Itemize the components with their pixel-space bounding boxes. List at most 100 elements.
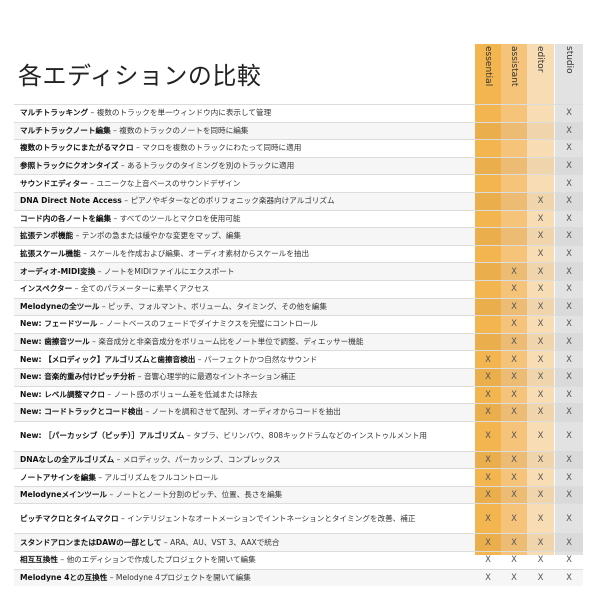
table-row: ノートアサインを編集 – アルゴリズムをフルコントロール X X X X [14, 468, 583, 486]
feature-text: Melodyneメインツール – ノートとノート分割のピッチ、位置、長さを編集 [14, 490, 469, 500]
table-row: ピッチマクロとタイムマクロ – インテリジェントなオートメーションでイントネーシ… [14, 503, 583, 533]
feature-text: New: 【メロディック】アルゴリズムと歯擦音検出 – パーフェクトかつ自然なサ… [14, 355, 469, 365]
cell-editor [527, 105, 554, 122]
column-band-editor [527, 44, 554, 555]
feature-name: 相互互換性 [20, 555, 58, 565]
feature-name: コード内の各ノートを編集 [20, 213, 112, 223]
feature-description: – ノートをMIDIファイルにエクスポート [95, 266, 235, 276]
cell-studio: X [566, 161, 572, 172]
cell-assistant: X [511, 319, 517, 330]
feature-text: オーディオ-MIDI変換 – ノートをMIDIファイルにエクスポート [14, 267, 469, 277]
cell-studio: X [566, 490, 572, 501]
feature-name: マルチトラッキング [20, 108, 89, 118]
table-row: Melodyne 4との互換性 – Melodyne 4プロジェクトを開いて編集… [14, 568, 583, 587]
cell-essential [475, 263, 501, 280]
cell-editor: X [537, 354, 544, 365]
cell-studio: X [566, 196, 572, 207]
table-row: サウンドエディター – ユニークな上音ベースのサウンドデザイン X [14, 174, 583, 192]
cell-editor: X [537, 266, 544, 277]
cell-editor: X [537, 407, 544, 418]
cell-studio: X [566, 454, 572, 465]
feature-name: サウンドエディター [20, 178, 88, 188]
page-title: 各エディションの比較 [18, 62, 262, 90]
table-row: 参照トラックにクオンタイズ – あるトラックのタイミングを別のトラックに適用 X [14, 156, 583, 175]
cell-studio: X [566, 178, 572, 189]
cell-studio: X [566, 513, 572, 524]
cell-assistant [501, 211, 527, 228]
table-row: マルチトラックノート編集 – 複数のトラックのノートを同時に編集 X [14, 121, 583, 140]
feature-name: DNA Direct Note Access [20, 196, 122, 206]
feature-description: – ARA、AU、VST 3、AAXで統合 [161, 537, 280, 547]
cell-editor [527, 175, 554, 192]
cell-editor: X [537, 454, 544, 465]
cell-assistant [501, 246, 527, 263]
cell-essential [475, 211, 501, 228]
cell-essential [475, 123, 501, 140]
cell-essential [475, 299, 501, 316]
feature-name: 拡張スケール機能 [20, 249, 81, 259]
cell-essential [475, 228, 501, 245]
cell-essential: X [485, 537, 491, 548]
cell-editor [527, 123, 554, 140]
feature-description: – アルゴリズムをフルコントロール [95, 472, 219, 482]
cell-editor: X [537, 301, 544, 312]
cell-assistant [501, 123, 527, 140]
cell-essential: X [485, 513, 491, 524]
cell-editor: X [537, 284, 544, 295]
cell-assistant: X [511, 555, 517, 566]
cell-studio: X [566, 337, 572, 348]
feature-text: 拡張スケール機能 – スケールを作成および編集、オーディオ素材からスケールを抽出 [14, 249, 469, 259]
feature-name: New: ［パーカッシブ（ピッチ）］アルゴリズム [20, 431, 185, 441]
cell-assistant: X [511, 454, 517, 465]
column-band-studio [555, 44, 583, 555]
feature-description: – ピアノやギターなどのポリフォニック楽器向けアルゴリズム [121, 196, 335, 206]
feature-description: – インテリジェントなオートメーションでイントネーションとタイミングを改善、補正 [118, 513, 416, 523]
feature-name: Melodyneの全ツール [20, 301, 100, 311]
feature-name: New: 歯擦音ツール [20, 337, 90, 347]
feature-text: New: 歯擦音ツール – 楽音成分と非楽音成分をボリューム比をノート単位で調整… [14, 337, 469, 347]
feature-text: DNA Direct Note Access – ピアノやギターなどのポリフォニ… [14, 196, 469, 206]
feature-description: – ノートベースのフェードでダイナミクスを完璧にコントロール [97, 319, 318, 329]
table-row: New: フェードツール – ノートベースのフェードでダイナミクスを完璧にコント… [14, 315, 583, 333]
feature-name: 拡張テンポ機能 [20, 231, 74, 241]
feature-text: 参照トラックにクオンタイズ – あるトラックのタイミングを別のトラックに適用 [14, 161, 469, 171]
feature-name: オーディオ-MIDI変換 [20, 266, 96, 276]
column-band-essential [475, 44, 501, 555]
cell-assistant: X [511, 266, 517, 277]
cell-assistant [501, 193, 527, 210]
table-row: 複数のトラックにまたがるマクロ – マクロを複数のトラックにわたって同時に適用 X [14, 139, 583, 157]
feature-name: ピッチマクロとタイムマクロ [20, 513, 119, 523]
cell-studio: X [566, 108, 572, 119]
feature-description: – 音響心理学的に最適なイントネーション補正 [135, 372, 296, 382]
cell-assistant [501, 228, 527, 245]
cell-assistant: X [511, 372, 517, 383]
cell-editor: X [537, 431, 544, 442]
feature-name: New: コードトラックとコード検出 [20, 407, 143, 417]
cell-assistant [501, 158, 527, 175]
cell-studio: X [566, 143, 572, 154]
edition-cells: X [475, 123, 583, 140]
cell-studio: X [566, 266, 572, 277]
cell-studio: X [566, 555, 572, 566]
cell-assistant [501, 140, 527, 157]
cell-assistant: X [511, 337, 517, 348]
feature-text: Melodyne 4との互換性 – Melodyne 4プロジェクトを開いて編集 [14, 573, 469, 583]
table-row: 拡張スケール機能 – スケールを作成および編集、オーディオ素材からスケールを抽出… [14, 244, 583, 263]
cell-studio: X [566, 319, 572, 330]
cell-assistant: X [511, 537, 517, 548]
feature-text: ノートアサインを編集 – アルゴリズムをフルコントロール [14, 473, 469, 483]
feature-name: New: レベル調整マクロ [20, 389, 105, 399]
cell-studio: X [566, 431, 572, 442]
